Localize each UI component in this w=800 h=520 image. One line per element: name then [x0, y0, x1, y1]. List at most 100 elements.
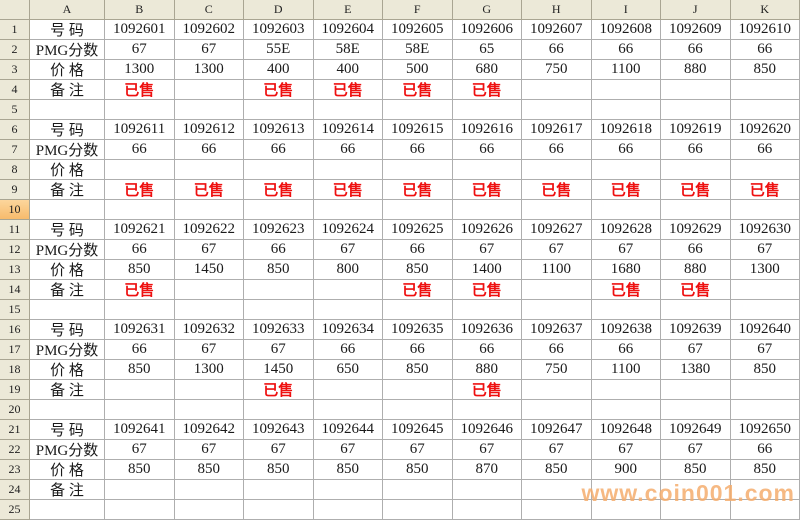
row-header-11[interactable]: 11: [0, 220, 30, 240]
row-header-22[interactable]: 22: [0, 440, 30, 460]
cell-G1[interactable]: 1092606: [452, 20, 522, 40]
cell-B7[interactable]: 66: [105, 140, 175, 160]
cell-K18[interactable]: 850: [730, 360, 800, 380]
cell-I3[interactable]: 1100: [591, 60, 661, 80]
cell-I21[interactable]: 1092648: [591, 420, 661, 440]
cell-J17[interactable]: 67: [661, 340, 731, 360]
cell-C1[interactable]: 1092602: [174, 20, 244, 40]
cell-A18[interactable]: 价 格: [30, 360, 105, 380]
cell-B4[interactable]: 已售: [105, 80, 175, 100]
cell-G21[interactable]: 1092646: [452, 420, 522, 440]
column-header-B[interactable]: B: [105, 0, 175, 20]
cell-H22[interactable]: 67: [522, 440, 592, 460]
cell-B10[interactable]: [105, 200, 175, 220]
cell-E12[interactable]: 67: [313, 240, 383, 260]
cell-H25[interactable]: [522, 500, 592, 520]
cell-H3[interactable]: 750: [522, 60, 592, 80]
cell-D7[interactable]: 66: [244, 140, 314, 160]
cell-I11[interactable]: 1092628: [591, 220, 661, 240]
cell-D25[interactable]: [244, 500, 314, 520]
cell-I16[interactable]: 1092638: [591, 320, 661, 340]
cell-K14[interactable]: [730, 280, 800, 300]
cell-G24[interactable]: [452, 480, 522, 500]
cell-I22[interactable]: 67: [591, 440, 661, 460]
cell-D15[interactable]: [244, 300, 314, 320]
cell-D22[interactable]: 67: [244, 440, 314, 460]
cell-F2[interactable]: 58E: [383, 40, 453, 60]
cell-C25[interactable]: [174, 500, 244, 520]
cell-I5[interactable]: [591, 100, 661, 120]
cell-E4[interactable]: 已售: [313, 80, 383, 100]
cell-C10[interactable]: [174, 200, 244, 220]
cell-A25[interactable]: [30, 500, 105, 520]
column-header-I[interactable]: I: [591, 0, 661, 20]
cell-G15[interactable]: [452, 300, 522, 320]
cell-H15[interactable]: [522, 300, 592, 320]
cell-J12[interactable]: 66: [661, 240, 731, 260]
cell-D11[interactable]: 1092623: [244, 220, 314, 240]
cell-D8[interactable]: [244, 160, 314, 180]
cell-A19[interactable]: 备 注: [30, 380, 105, 400]
cell-A23[interactable]: 价 格: [30, 460, 105, 480]
row-header-1[interactable]: 1: [0, 20, 30, 40]
column-header-A[interactable]: A: [30, 0, 105, 20]
cell-F11[interactable]: 1092625: [383, 220, 453, 240]
cell-C20[interactable]: [174, 400, 244, 420]
cell-F4[interactable]: 已售: [383, 80, 453, 100]
cell-G20[interactable]: [452, 400, 522, 420]
cell-D23[interactable]: 850: [244, 460, 314, 480]
cell-J24[interactable]: [661, 480, 731, 500]
cell-I13[interactable]: 1680: [591, 260, 661, 280]
cell-A14[interactable]: 备 注: [30, 280, 105, 300]
cell-E14[interactable]: [313, 280, 383, 300]
row-header-9[interactable]: 9: [0, 180, 30, 200]
row-header-2[interactable]: 2: [0, 40, 30, 60]
cell-A2[interactable]: PMG分数: [30, 40, 105, 60]
row-header-5[interactable]: 5: [0, 100, 30, 120]
cell-F15[interactable]: [383, 300, 453, 320]
cell-H21[interactable]: 1092647: [522, 420, 592, 440]
cell-H23[interactable]: 850: [522, 460, 592, 480]
cell-C21[interactable]: 1092642: [174, 420, 244, 440]
cell-D5[interactable]: [244, 100, 314, 120]
cell-D10[interactable]: [244, 200, 314, 220]
column-header-D[interactable]: D: [244, 0, 314, 20]
column-header-G[interactable]: G: [452, 0, 522, 20]
cell-E10[interactable]: [313, 200, 383, 220]
cell-F20[interactable]: [383, 400, 453, 420]
cell-G13[interactable]: 1400: [452, 260, 522, 280]
cell-D24[interactable]: [244, 480, 314, 500]
cell-C22[interactable]: 67: [174, 440, 244, 460]
cell-I24[interactable]: [591, 480, 661, 500]
cell-C8[interactable]: [174, 160, 244, 180]
cell-A3[interactable]: 价 格: [30, 60, 105, 80]
cell-F19[interactable]: [383, 380, 453, 400]
row-header-25[interactable]: 25: [0, 500, 30, 520]
cell-H13[interactable]: 1100: [522, 260, 592, 280]
cell-A10[interactable]: [30, 200, 105, 220]
cell-D16[interactable]: 1092633: [244, 320, 314, 340]
cell-A15[interactable]: [30, 300, 105, 320]
cell-I7[interactable]: 66: [591, 140, 661, 160]
row-header-16[interactable]: 16: [0, 320, 30, 340]
cell-B2[interactable]: 67: [105, 40, 175, 60]
cell-J2[interactable]: 66: [661, 40, 731, 60]
cell-D21[interactable]: 1092643: [244, 420, 314, 440]
cell-F1[interactable]: 1092605: [383, 20, 453, 40]
cell-C19[interactable]: [174, 380, 244, 400]
cell-E9[interactable]: 已售: [313, 180, 383, 200]
cell-I23[interactable]: 900: [591, 460, 661, 480]
cell-C14[interactable]: [174, 280, 244, 300]
cell-B3[interactable]: 1300: [105, 60, 175, 80]
cell-K23[interactable]: 850: [730, 460, 800, 480]
cell-J23[interactable]: 850: [661, 460, 731, 480]
cell-H14[interactable]: [522, 280, 592, 300]
cell-A21[interactable]: 号 码: [30, 420, 105, 440]
cell-E5[interactable]: [313, 100, 383, 120]
cell-D3[interactable]: 400: [244, 60, 314, 80]
cell-B23[interactable]: 850: [105, 460, 175, 480]
cell-J25[interactable]: [661, 500, 731, 520]
cell-K17[interactable]: 67: [730, 340, 800, 360]
cell-J22[interactable]: 67: [661, 440, 731, 460]
cell-C15[interactable]: [174, 300, 244, 320]
